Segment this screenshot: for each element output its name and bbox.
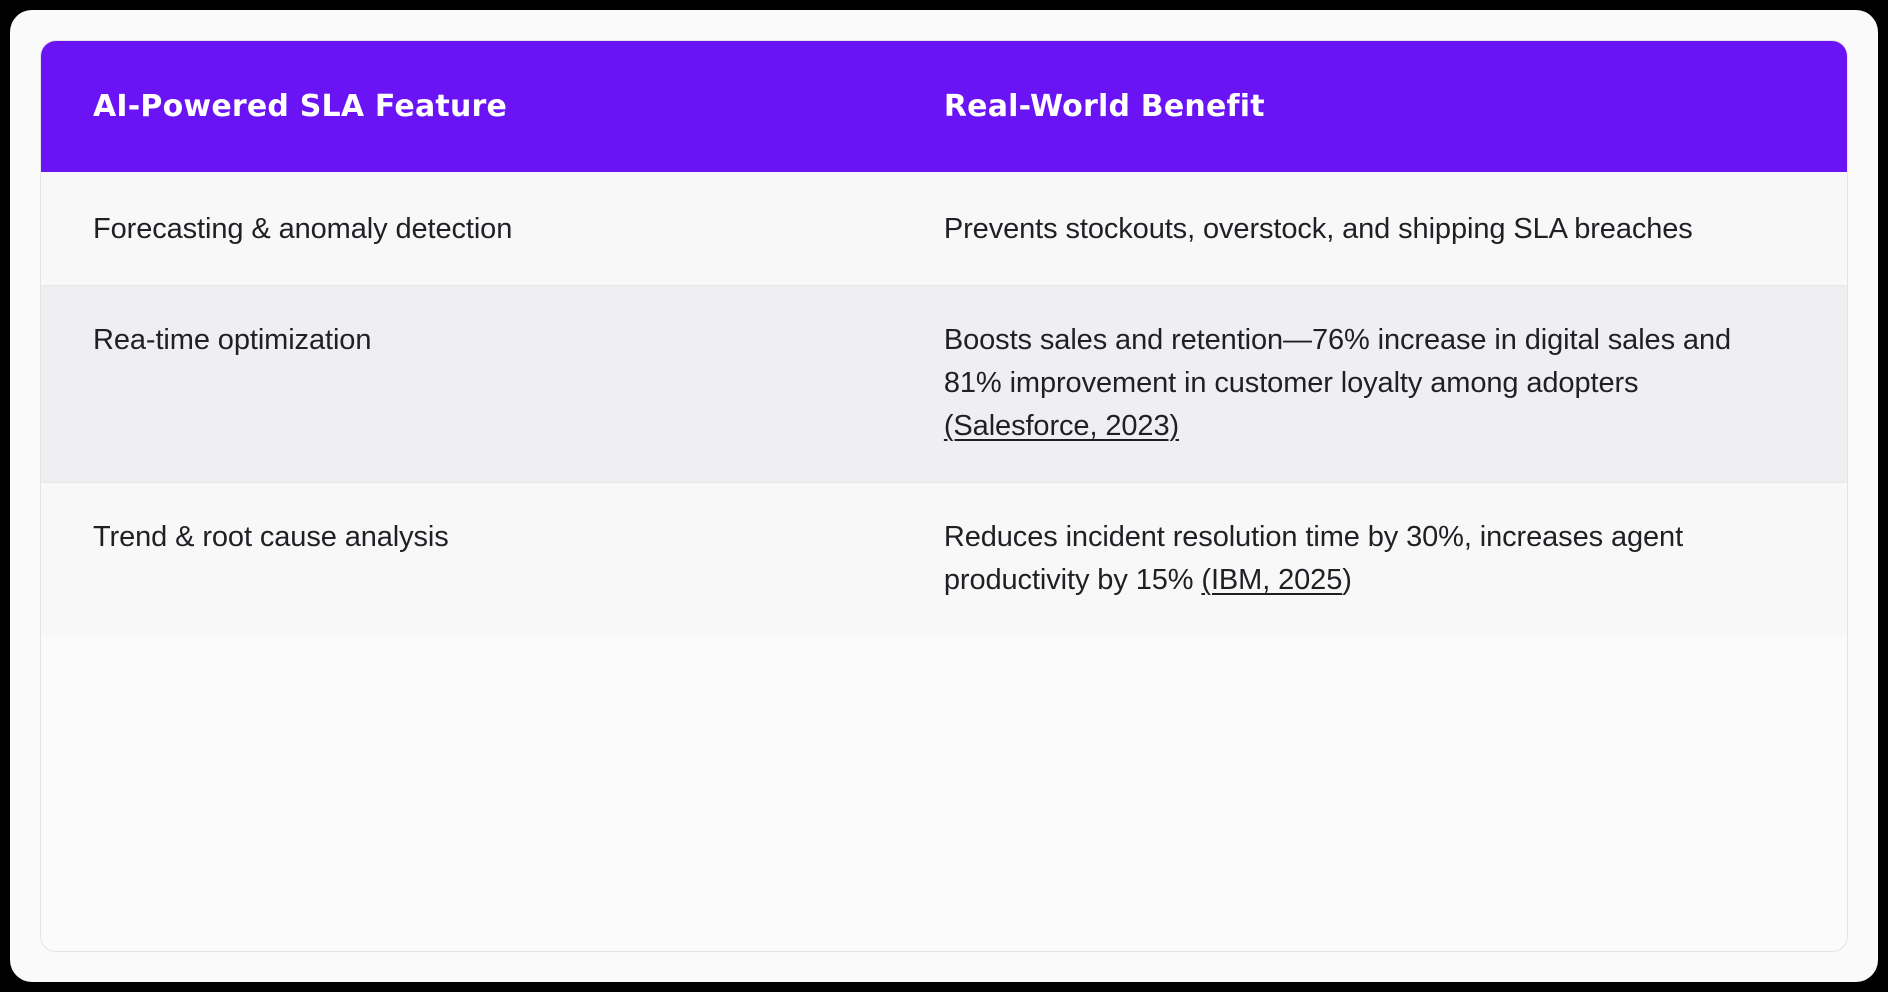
cell-feature: Trend & root cause analysis [93,520,449,553]
table-row: Forecasting & anomaly detection Prevents… [41,172,1847,286]
benefit-text: Prevents stockouts, overstock, and shipp… [943,213,1693,245]
page-sheet: AI-Powered SLA Feature Real-World Benefi… [10,10,1878,982]
table-header-row: AI-Powered SLA Feature Real-World Benefi… [41,41,1847,172]
sla-comparison-table: AI-Powered SLA Feature Real-World Benefi… [41,41,1847,636]
column-header-benefit: Real-World Benefit [943,89,1265,124]
table-row: Rea-time optimization Boosts sales and r… [41,285,1847,483]
cell-benefit: Boosts sales and retention—76% increase … [908,285,1847,482]
column-header-feature: AI-Powered SLA Feature [93,89,508,124]
benefit-text-tail: ) [1342,563,1352,596]
table-row: Trend & root cause analysis Reduces inci… [41,482,1847,636]
sla-table-card: AI-Powered SLA Feature Real-World Benefi… [40,40,1848,952]
cell-feature: Forecasting & anomaly detection [93,213,513,245]
benefit-text: Reduces incident resolution time by 30%,… [943,520,1684,596]
cell-benefit: Prevents stockouts, overstock, and shipp… [908,172,1847,285]
cell-feature: Rea-time optimization [93,323,372,356]
citation-link-salesforce[interactable]: (Salesforce, 2023) [943,409,1180,442]
table-header: AI-Powered SLA Feature Real-World Benefi… [41,41,1847,172]
citation-link-ibm[interactable]: (IBM, 2025 [1201,563,1343,596]
table-body: Forecasting & anomaly detection Prevents… [41,172,1847,636]
cell-benefit: Reduces incident resolution time by 30%,… [908,482,1847,635]
benefit-text: Boosts sales and retention—76% increase … [943,323,1732,399]
